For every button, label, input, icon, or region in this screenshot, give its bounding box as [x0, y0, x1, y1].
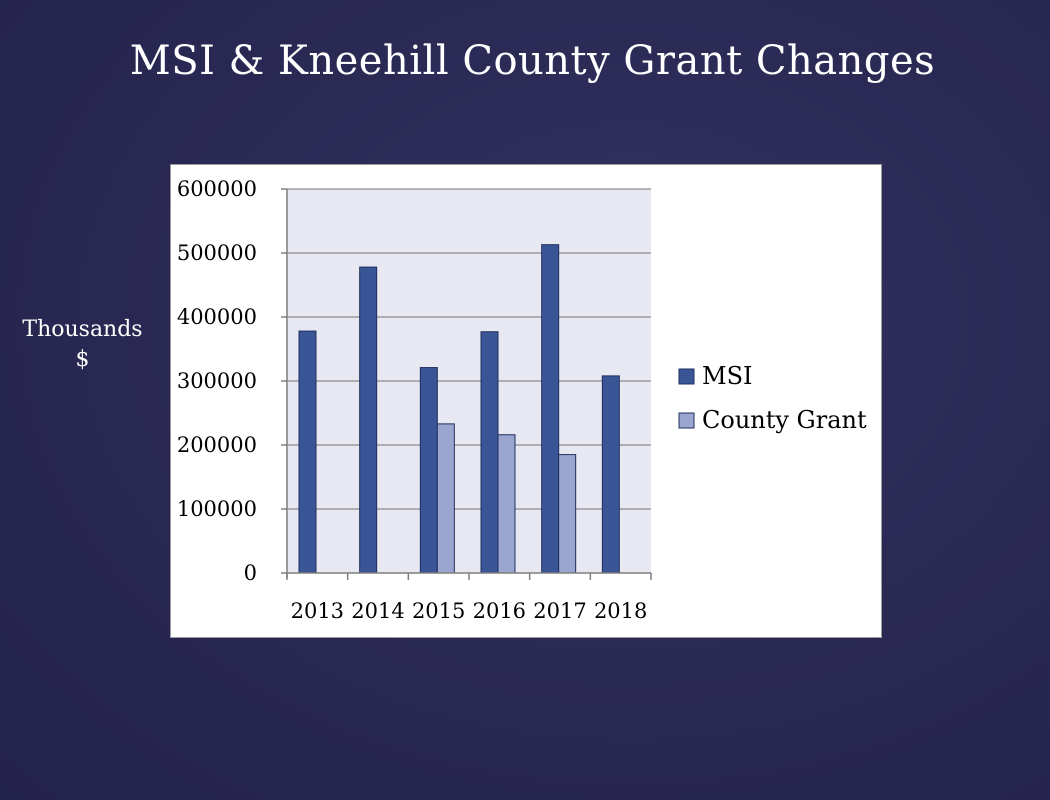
legend-swatch: [678, 368, 695, 385]
y-tick-label: 300000: [177, 369, 257, 393]
bar-msi-2014: [359, 266, 378, 574]
bar-county-grant-2016: [497, 434, 516, 574]
y-axis-side-label: Thousands $: [10, 315, 155, 375]
x-tick-label: 2016: [473, 599, 526, 623]
y-tick-label: 600000: [177, 177, 257, 201]
axes: [281, 188, 652, 580]
legend-label: MSI: [702, 362, 753, 390]
legend: MSI County Grant: [678, 362, 867, 434]
y-tick-label: 500000: [177, 241, 257, 265]
x-tick-label: 2015: [412, 599, 465, 623]
x-tick-label: 2018: [594, 599, 647, 623]
side-label-line-1: Thousands: [22, 317, 143, 342]
x-tick-label: 2014: [351, 599, 404, 623]
y-tick-label: 0: [244, 561, 257, 585]
x-tick-label: 2017: [533, 599, 586, 623]
bars: [298, 244, 620, 574]
bar-msi-2013: [298, 330, 317, 574]
chart-panel: 0 100000 200000 300000 400000 500000 600000 20…: [170, 164, 882, 638]
bar-chart: 0 100000 200000 300000 400000 500000 600000 20…: [177, 177, 867, 623]
x-tick-labels: 2013 2014 2015 2016 2017 2018: [291, 599, 648, 623]
legend-label: County Grant: [702, 406, 867, 434]
y-tick-label: 400000: [177, 305, 257, 329]
y-tick-label: 200000: [177, 433, 257, 457]
bar-msi-2017: [541, 244, 560, 574]
x-tick-label: 2013: [291, 599, 344, 623]
y-tick-label: 100000: [177, 497, 257, 521]
slide-title: MSI & Kneehill County Grant Changes: [129, 38, 936, 84]
y-tick-labels: 0 100000 200000 300000 400000 500000 600000: [177, 177, 257, 585]
bar-msi-2018: [601, 375, 620, 574]
bar-county-grant-2017: [558, 454, 577, 574]
side-label-line-2: $: [75, 347, 90, 372]
grid-lines: [287, 188, 651, 510]
bar-msi-2016: [480, 331, 499, 574]
legend-swatch: [678, 412, 695, 429]
bar-msi-2015: [419, 367, 438, 574]
bar-county-grant-2015: [436, 423, 455, 574]
